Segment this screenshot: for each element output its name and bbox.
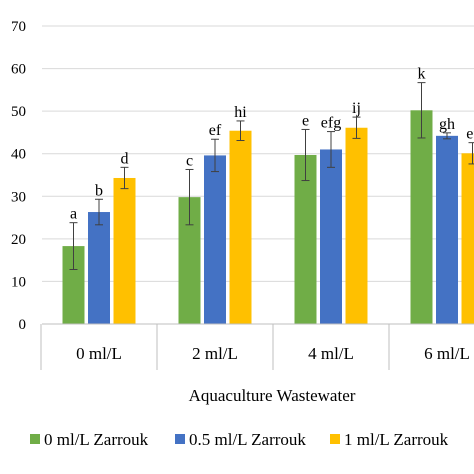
y-tick-label: 60 <box>11 62 26 78</box>
bar <box>204 155 226 324</box>
bar <box>410 110 433 324</box>
significance-letter: k <box>418 66 426 83</box>
bar <box>436 135 458 324</box>
bar <box>62 246 85 324</box>
error-bars <box>69 82 474 271</box>
x-axis-categories: 0 ml/L 2 ml/L 4 ml/L 6 ml/L <box>40 324 470 370</box>
bar <box>320 149 342 324</box>
bar <box>461 153 474 324</box>
legend: 0 ml/L Zarrouk 0.5 ml/L Zarrouk 1 ml/L Zar… <box>30 430 449 449</box>
significance-letters: abdcefhieefgijkghef <box>70 66 474 223</box>
significance-letter: a <box>70 206 77 223</box>
legend-swatch <box>330 434 340 444</box>
y-tick-label: 10 <box>11 274 26 290</box>
legend-label: 0 ml/L Zarrouk <box>44 430 149 449</box>
y-axis-ticks: 0 10 20 30 40 50 60 70 <box>11 19 26 333</box>
significance-letter: d <box>121 150 129 167</box>
significance-letter: ij <box>352 100 361 117</box>
category-label: 6 ml/L <box>424 344 470 363</box>
legend-label: 1 ml/L Zarrouk <box>344 430 449 449</box>
bar <box>345 127 368 324</box>
legend-swatch <box>175 434 185 444</box>
category-label: 4 ml/L <box>308 344 354 363</box>
bars <box>62 110 474 324</box>
legend-label: 0.5 ml/L Zarrouk <box>189 430 306 449</box>
x-axis-title: Aquaculture Wastewater <box>189 386 356 405</box>
legend-swatch <box>30 434 40 444</box>
significance-letter: c <box>186 152 193 169</box>
significance-letter: e <box>302 112 309 129</box>
y-tick-label: 50 <box>11 104 26 120</box>
bar <box>113 177 136 324</box>
significance-letter: hi <box>234 104 247 121</box>
bar <box>294 154 317 324</box>
bar <box>178 197 201 324</box>
y-tick-label: 0 <box>19 317 27 333</box>
category-label: 0 ml/L <box>76 344 122 363</box>
bar <box>88 212 110 324</box>
category-label: 2 ml/L <box>192 344 238 363</box>
significance-letter: efg <box>321 115 341 132</box>
y-tick-label: 20 <box>11 232 26 248</box>
y-tick-label: 40 <box>11 147 26 163</box>
y-tick-label: 30 <box>11 189 26 205</box>
significance-letter: ef <box>209 122 222 139</box>
significance-letter: b <box>95 182 103 199</box>
bar <box>229 130 252 324</box>
y-tick-label: 70 <box>11 19 26 35</box>
significance-letter: gh <box>439 116 455 133</box>
significance-letter: ef <box>466 126 474 143</box>
